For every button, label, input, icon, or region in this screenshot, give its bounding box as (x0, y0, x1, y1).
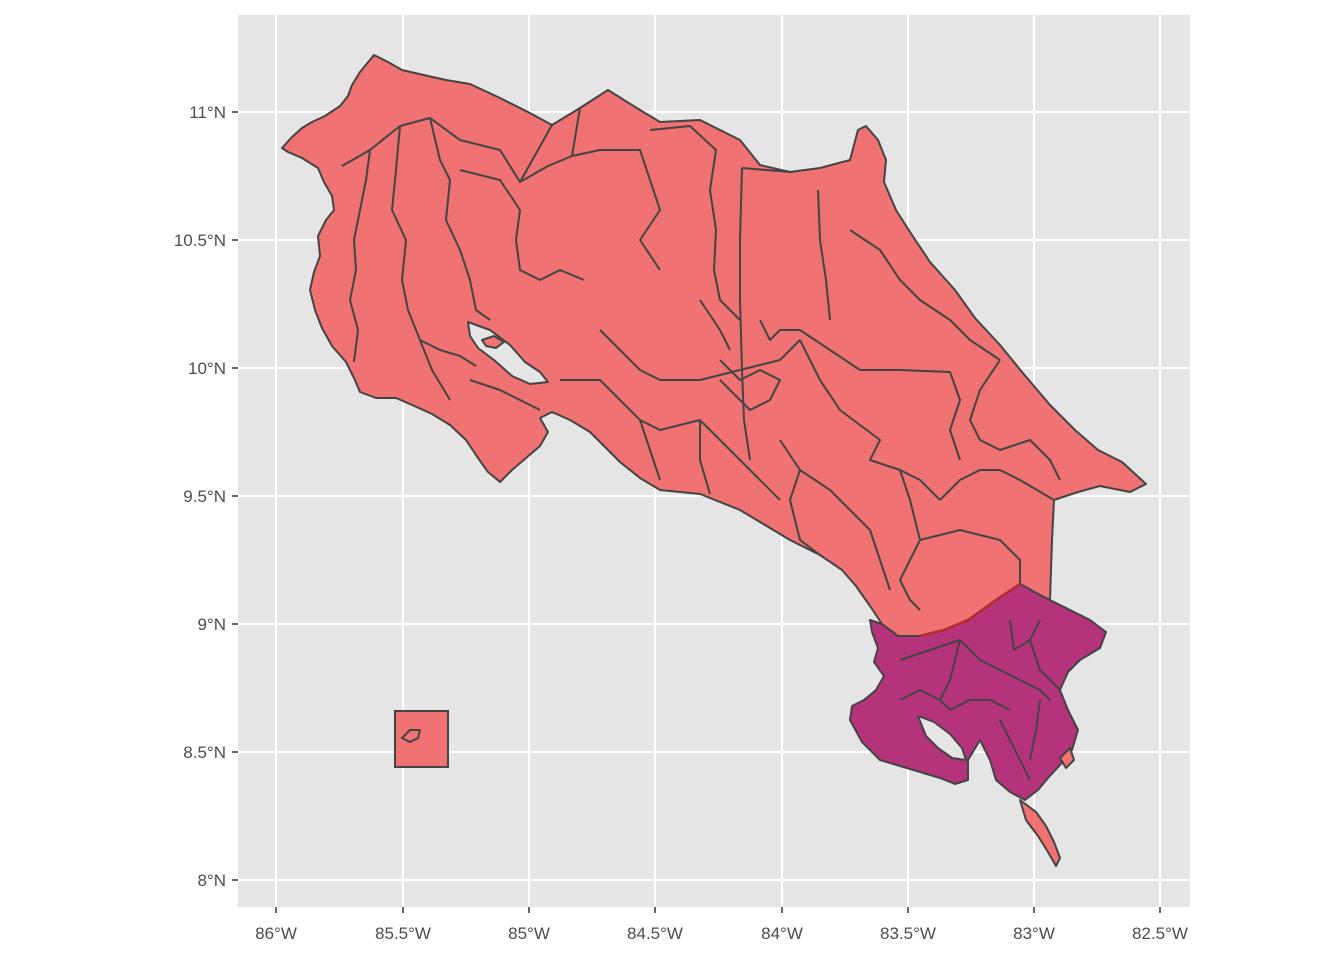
gulf-island (481, 335, 505, 349)
cocos-inset (394, 710, 449, 768)
main-regions (281, 54, 1147, 637)
y-tick-label: 9°N (197, 615, 226, 634)
southern-cantons (849, 583, 1107, 801)
x-axis-ticks (275, 907, 1161, 913)
y-tick-label: 8.5°N (183, 743, 226, 762)
osa-tip (1019, 799, 1061, 867)
y-tick-label: 10.5°N (174, 231, 226, 250)
x-tick-label: 85°W (508, 924, 550, 943)
canton-boundaries (341, 107, 1061, 611)
golfo-dulce-water (917, 715, 967, 761)
x-tick-label: 82.5°W (1132, 924, 1188, 943)
x-tick-label: 83°W (1013, 924, 1055, 943)
y-tick-label: 11°N (189, 103, 226, 122)
x-tick-label: 83.5°W (880, 924, 936, 943)
y-axis-labels: 11°N 10.5°N 10°N 9.5°N 9°N 8.5°N 8°N (174, 103, 226, 890)
x-tick-label: 84°W (761, 924, 803, 943)
highlighted-regions (849, 582, 1107, 867)
y-axis-ticks (232, 111, 238, 881)
y-tick-label: 9.5°N (183, 487, 226, 506)
east-coast-tip (1059, 747, 1075, 769)
x-tick-label: 85.5°W (375, 924, 431, 943)
x-tick-label: 86°W (255, 924, 297, 943)
x-tick-label: 84.5°W (627, 924, 683, 943)
southern-outline-highlight (919, 582, 1021, 638)
y-tick-label: 10°N (188, 359, 226, 378)
y-tick-label: 8°N (197, 871, 226, 890)
cocos-island (400, 729, 422, 744)
x-axis-labels: 86°W 85.5°W 85°W 84.5°W 84°W 83.5°W 83°W… (255, 924, 1188, 943)
southern-boundaries (899, 619, 1061, 781)
